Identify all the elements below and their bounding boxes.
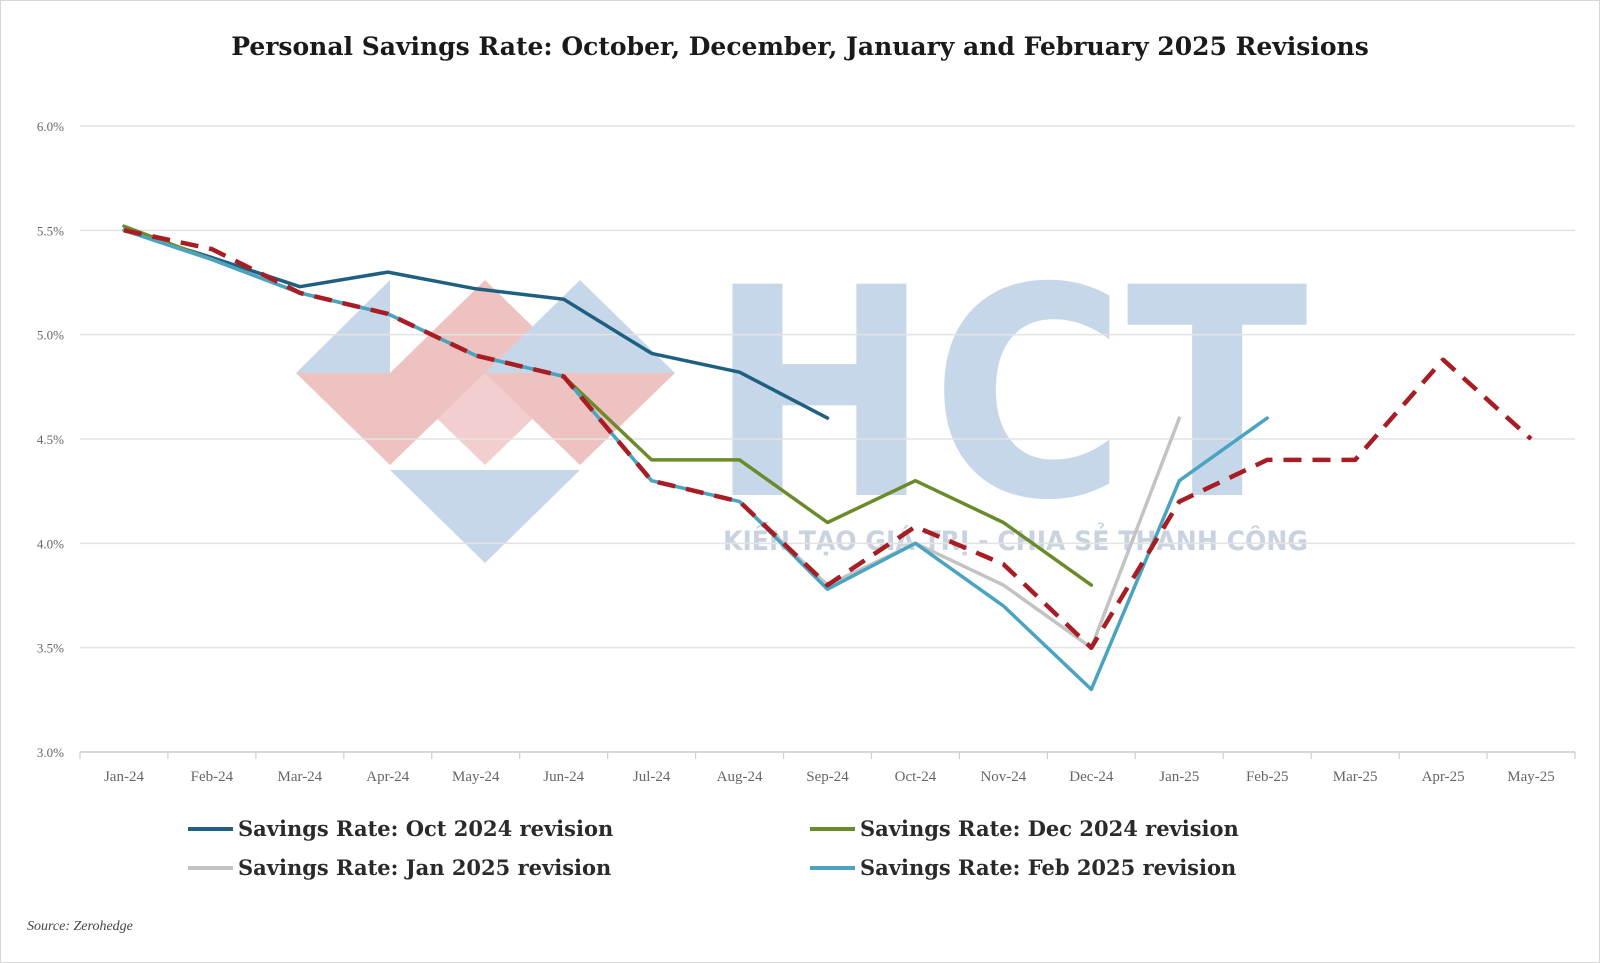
watermark-tagline: KIẾN TẠO GIÁ TRỊ - CHIA SẺ THÀNH CÔNG [723,522,1308,557]
x-tick-label: Feb-24 [191,769,234,785]
legend-label: Savings Rate: Jan 2025 revision [238,855,611,880]
y-tick-label: 5.0% [37,328,64,343]
x-tick-label: Jul-24 [633,769,671,785]
watermark-triangle-red-right [485,373,675,465]
legend-label: Savings Rate: Dec 2024 revision [860,816,1239,841]
x-tick-label: Jan-25 [1159,769,1199,785]
series-line-4 [123,228,1533,650]
x-tick-label: May-24 [452,769,500,785]
series-line-0 [122,228,830,420]
x-tick-label: Jun-24 [543,769,584,785]
y-tick-label: 3.5% [37,641,64,656]
x-tick-label: Mar-25 [1333,769,1378,785]
x-tick-label: Nov-24 [980,769,1026,785]
x-tick-label: Sep-24 [806,769,849,785]
chart-title: Personal Savings Rate: October, December… [231,32,1369,61]
y-tick-label: 4.0% [37,536,64,551]
y-tick-label: 5.5% [37,223,64,238]
x-tick-label: Mar-24 [278,769,323,785]
watermark-triangle-blue-right [485,280,675,373]
y-tick-label: 6.0% [37,119,64,134]
x-tick-label: Oct-24 [895,769,937,785]
legend-label: Savings Rate: Feb 2025 revision [860,855,1236,880]
x-tick-label: Aug-24 [717,769,763,785]
legend: Savings Rate: Oct 2024 revision Savings R… [188,816,1239,880]
watermark-triangle-red-left [296,373,485,465]
x-tick-label: Apr-25 [1422,769,1465,785]
x-axis: Jan-24 Feb-24 Mar-24 Apr-24 May-24 Jun-24 Jul-… [79,751,1576,785]
watermark-triangle-blue-left [296,280,390,373]
x-tick-label: Feb-25 [1246,769,1289,785]
x-tick-label: May-25 [1507,769,1555,785]
x-tick-label: Dec-24 [1069,769,1114,785]
y-tick-label: 4.5% [37,432,64,447]
y-axis-ticks: 3.0% 3.5% 4.0% 4.5% 5.0% 5.5% 6.0% [37,119,64,760]
source-note: Source: Zerohedge [27,919,133,934]
watermark-letters: HCT [708,227,1309,564]
y-tick-label: 3.0% [37,745,64,760]
x-tick-label: Jan-24 [104,769,144,785]
legend-label: Savings Rate: Oct 2024 revision [238,816,613,841]
watermark-triangle-blue-bottom [390,470,580,563]
x-tick-label: Apr-24 [366,769,410,785]
series-lines [122,224,1533,692]
